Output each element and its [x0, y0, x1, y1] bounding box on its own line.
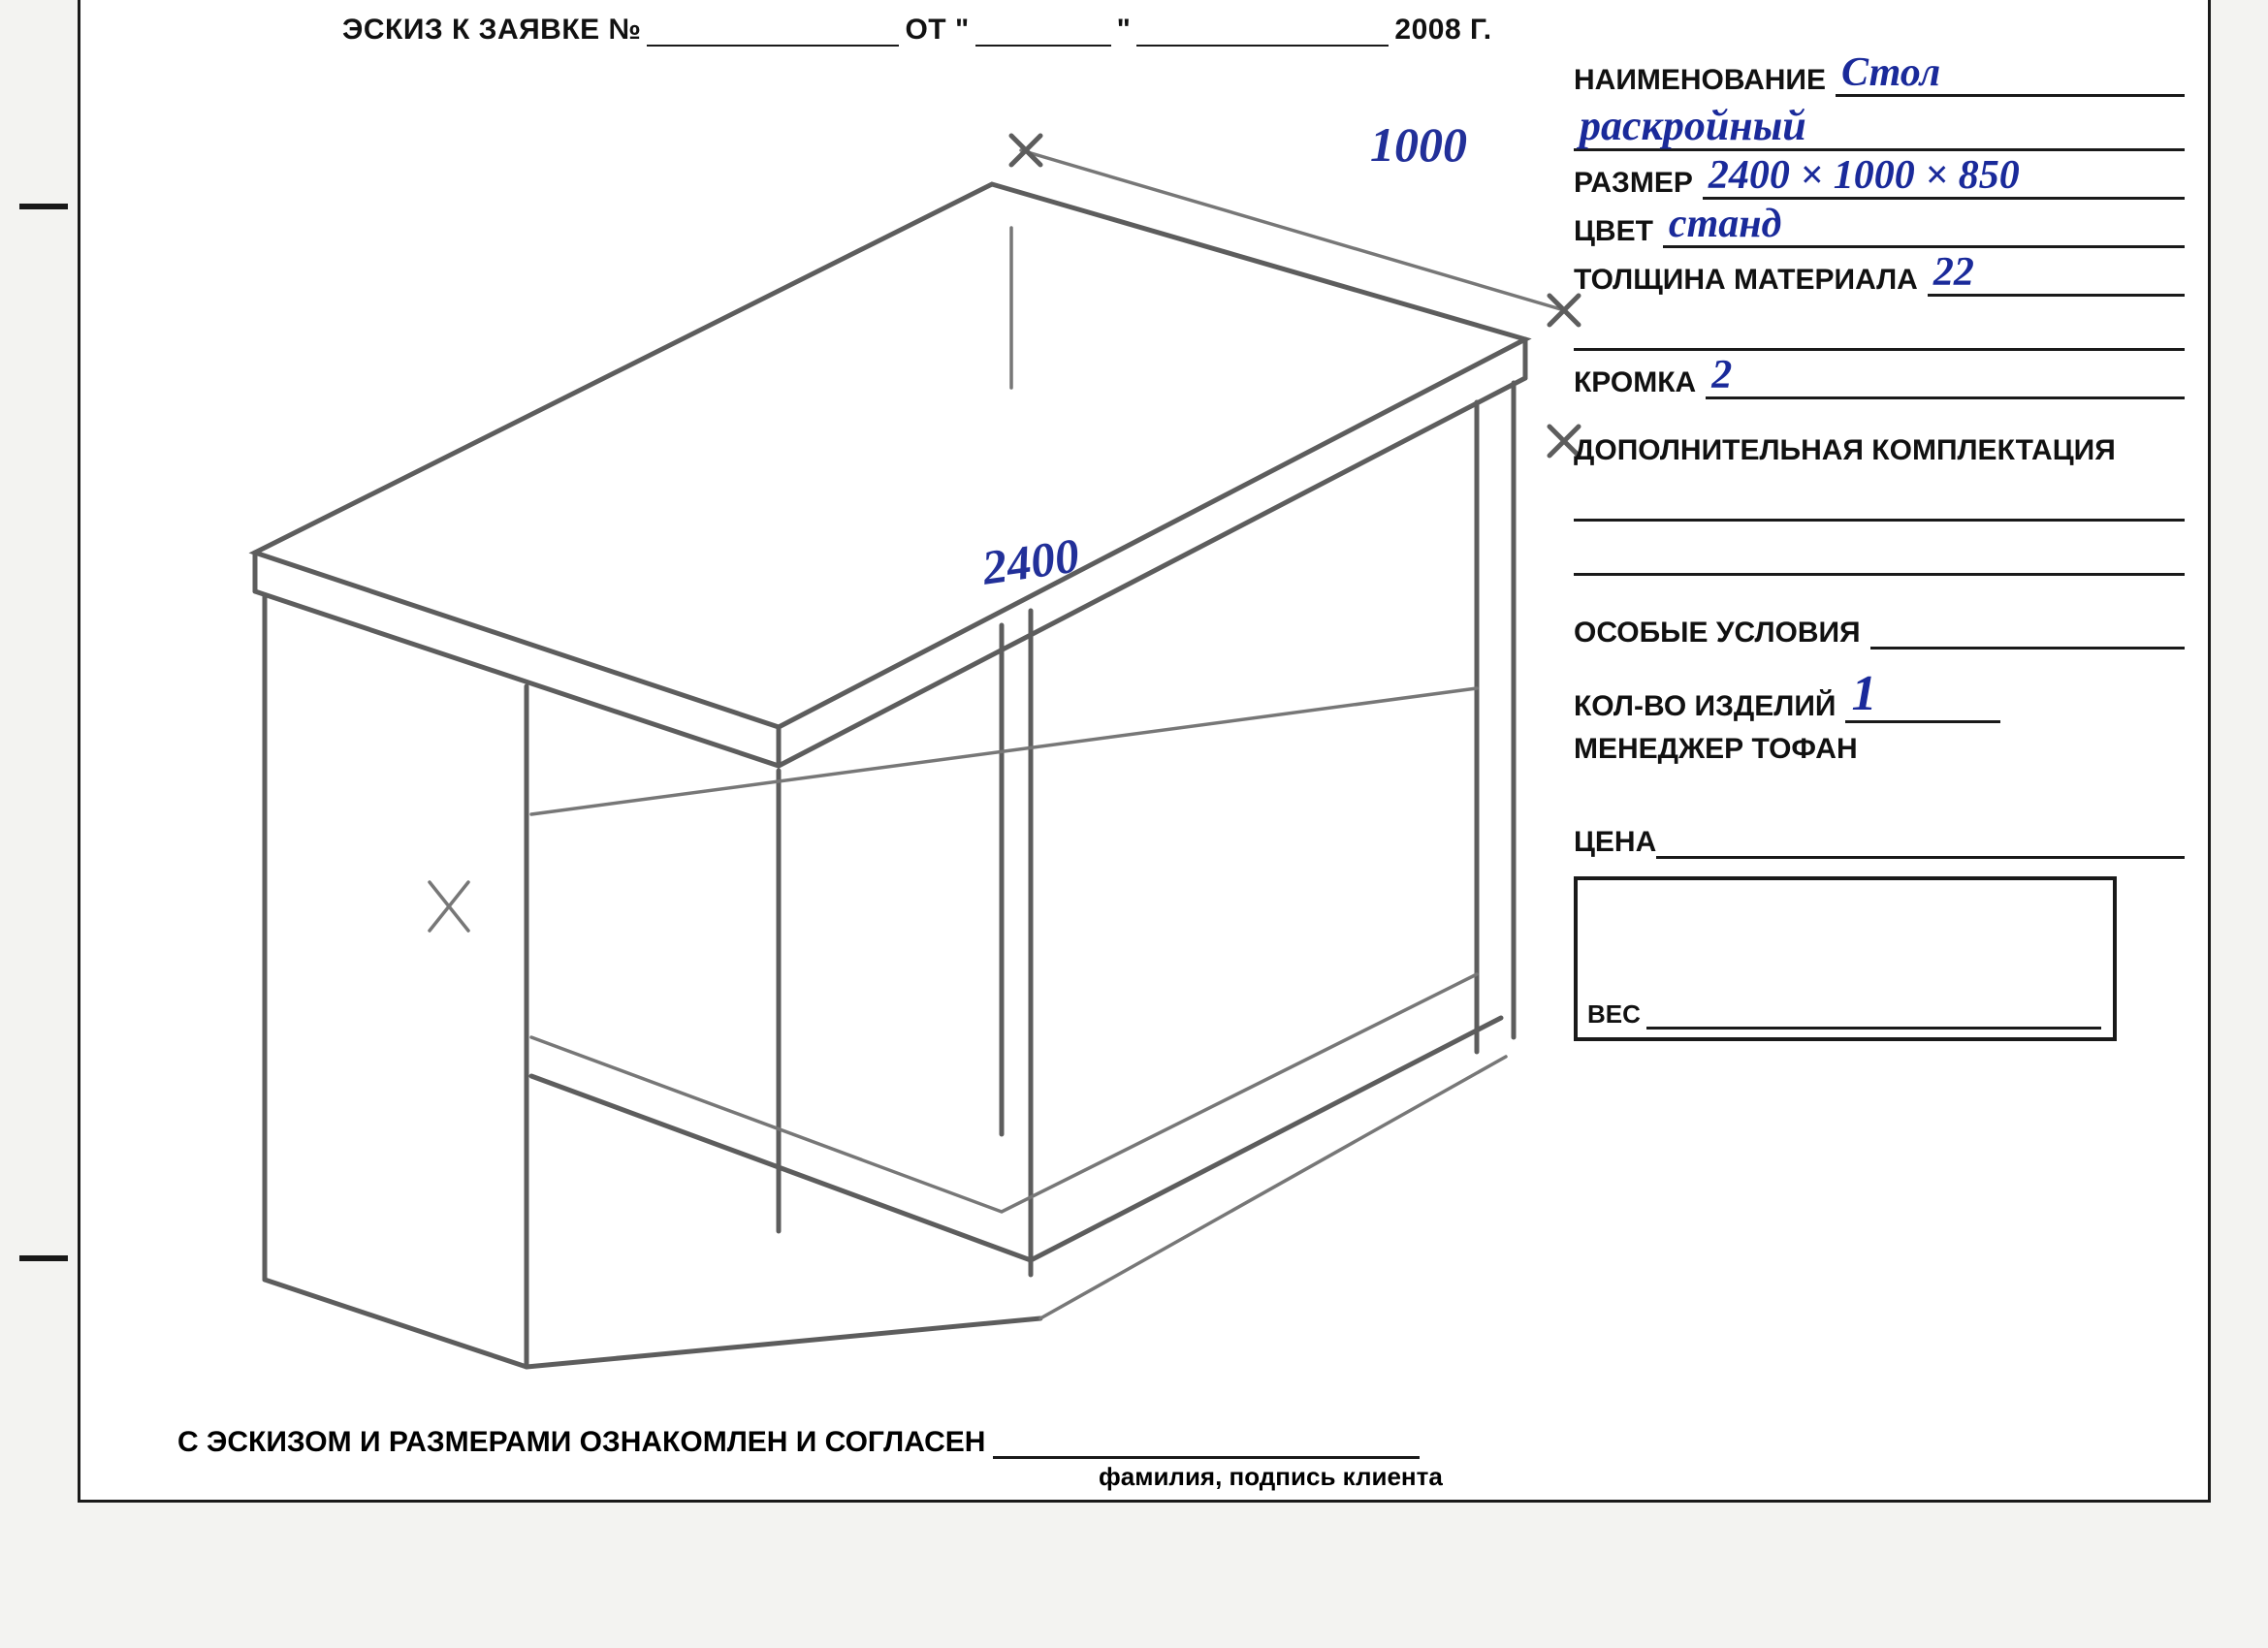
price-label: ЦЕНА: [1574, 826, 1656, 859]
extra-line-1[interactable]: [1574, 477, 2185, 522]
request-no-blank[interactable]: [647, 19, 899, 47]
weight-field[interactable]: [1646, 1004, 2101, 1030]
furniture-sketch: [139, 68, 1593, 1377]
qty-field[interactable]: 1: [1845, 684, 2000, 723]
spec-form: НАИМЕНОВАНИЕ Стол раскройный РАЗМЕР 2400…: [1574, 58, 2185, 1041]
header-year: 2008 Г.: [1394, 14, 1491, 47]
color-value: станд: [1669, 201, 1781, 247]
header-from: ОТ ": [905, 14, 969, 47]
ack-text: С ЭСКИЗОМ И РАЗМЕРАМИ ОЗНАКОМЛЕН И СОГЛА…: [177, 1426, 985, 1459]
header-quote-close: ": [1117, 14, 1132, 47]
date-day-blank[interactable]: [975, 19, 1111, 47]
extra-line-2[interactable]: [1574, 531, 2185, 576]
date-month-blank[interactable]: [1136, 19, 1389, 47]
thickness-label: ТОЛЩИНА МАТЕРИАЛА: [1574, 264, 1928, 297]
weight-box: ВЕС: [1574, 876, 2117, 1041]
qty-value: 1: [1851, 665, 1876, 722]
color-field[interactable]: станд: [1663, 209, 2185, 248]
header-title: ЭСКИЗ К ЗАЯВКЕ №: [342, 14, 641, 47]
price-field[interactable]: [1656, 824, 2185, 859]
extra-label: ДОПОЛНИТЕЛЬНАЯ КОМПЛЕКТАЦИЯ: [1574, 434, 2125, 467]
edge-value: 2: [1711, 352, 1732, 398]
edge-label: КРОМКА: [1574, 366, 1706, 399]
footer-ack: С ЭСКИЗОМ И РАЗМЕРАМИ ОЗНАКОМЛЕН И СОГЛА…: [177, 1426, 1420, 1459]
size-value: 2400 × 1000 × 850: [1709, 152, 2020, 199]
name-value-2: раскройный: [1580, 101, 1806, 150]
weight-label: ВЕС: [1587, 999, 1641, 1030]
thickness-extra-line[interactable]: [1574, 306, 2185, 351]
size-field[interactable]: 2400 × 1000 × 850: [1703, 161, 2185, 200]
name-field-line2[interactable]: раскройный: [1574, 107, 2185, 151]
size-label: РАЗМЕР: [1574, 167, 1703, 200]
name-label: НАИМЕНОВАНИЕ: [1574, 64, 1836, 97]
client-signature-field[interactable]: [993, 1428, 1420, 1459]
header: ЭСКИЗ К ЗАЯВКЕ № ОТ " " 2008 Г.: [342, 14, 1492, 47]
conditions-field[interactable]: [1870, 611, 2185, 650]
dim-depth: 1000: [1370, 116, 1467, 173]
manager-label: МЕНЕДЖЕР ТОФАН: [1574, 733, 1868, 766]
color-label: ЦВЕТ: [1574, 215, 1663, 248]
thickness-value: 22: [1933, 249, 1974, 296]
footer-sub: фамилия, подпись клиента: [1099, 1462, 1443, 1492]
order-form-sheet: ЭСКИЗ К ЗАЯВКЕ № ОТ " " 2008 Г.: [78, 0, 2211, 1503]
edge-field[interactable]: 2: [1706, 361, 2185, 399]
thickness-field[interactable]: 22: [1928, 258, 2185, 297]
name-field[interactable]: Стол: [1836, 58, 2185, 97]
conditions-label: ОСОБЫЕ УСЛОВИЯ: [1574, 617, 1870, 650]
qty-label: КОЛ-ВО ИЗДЕЛИЙ: [1574, 690, 1845, 723]
name-value: Стол: [1841, 49, 1940, 96]
